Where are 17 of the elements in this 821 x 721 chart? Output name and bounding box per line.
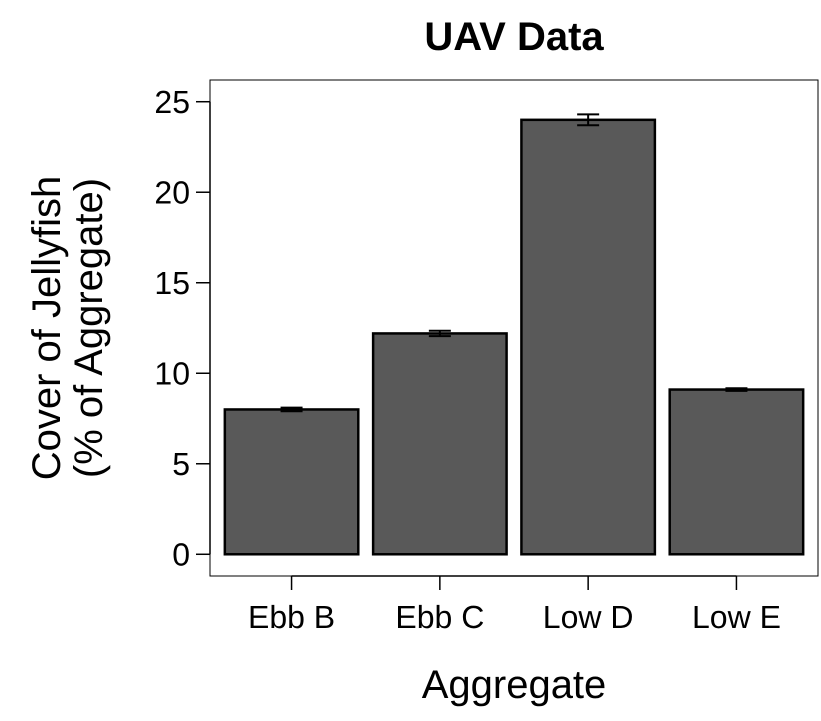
x-tick-label: Low D bbox=[542, 599, 634, 635]
chart-title: UAV Data bbox=[424, 15, 604, 59]
bar bbox=[372, 332, 508, 556]
bar bbox=[224, 408, 360, 556]
y-tick-label: 25 bbox=[154, 84, 190, 120]
y-tick-label: 10 bbox=[154, 355, 190, 392]
y-axis-title: Cover of Jellyfish (% of Aggregate) bbox=[25, 176, 111, 480]
x-tick-label: Ebb C bbox=[395, 599, 484, 635]
x-tick-label: Low E bbox=[692, 599, 781, 635]
x-tick-label: Ebb B bbox=[248, 599, 336, 635]
bar bbox=[520, 118, 656, 556]
y-tick-label: 0 bbox=[172, 536, 190, 572]
x-axis-title: Aggregate bbox=[422, 663, 606, 707]
y-tick-label: 5 bbox=[172, 446, 190, 482]
bar bbox=[668, 388, 804, 556]
y-tick-label: 15 bbox=[154, 264, 190, 301]
y-tick-label: 20 bbox=[154, 174, 190, 210]
